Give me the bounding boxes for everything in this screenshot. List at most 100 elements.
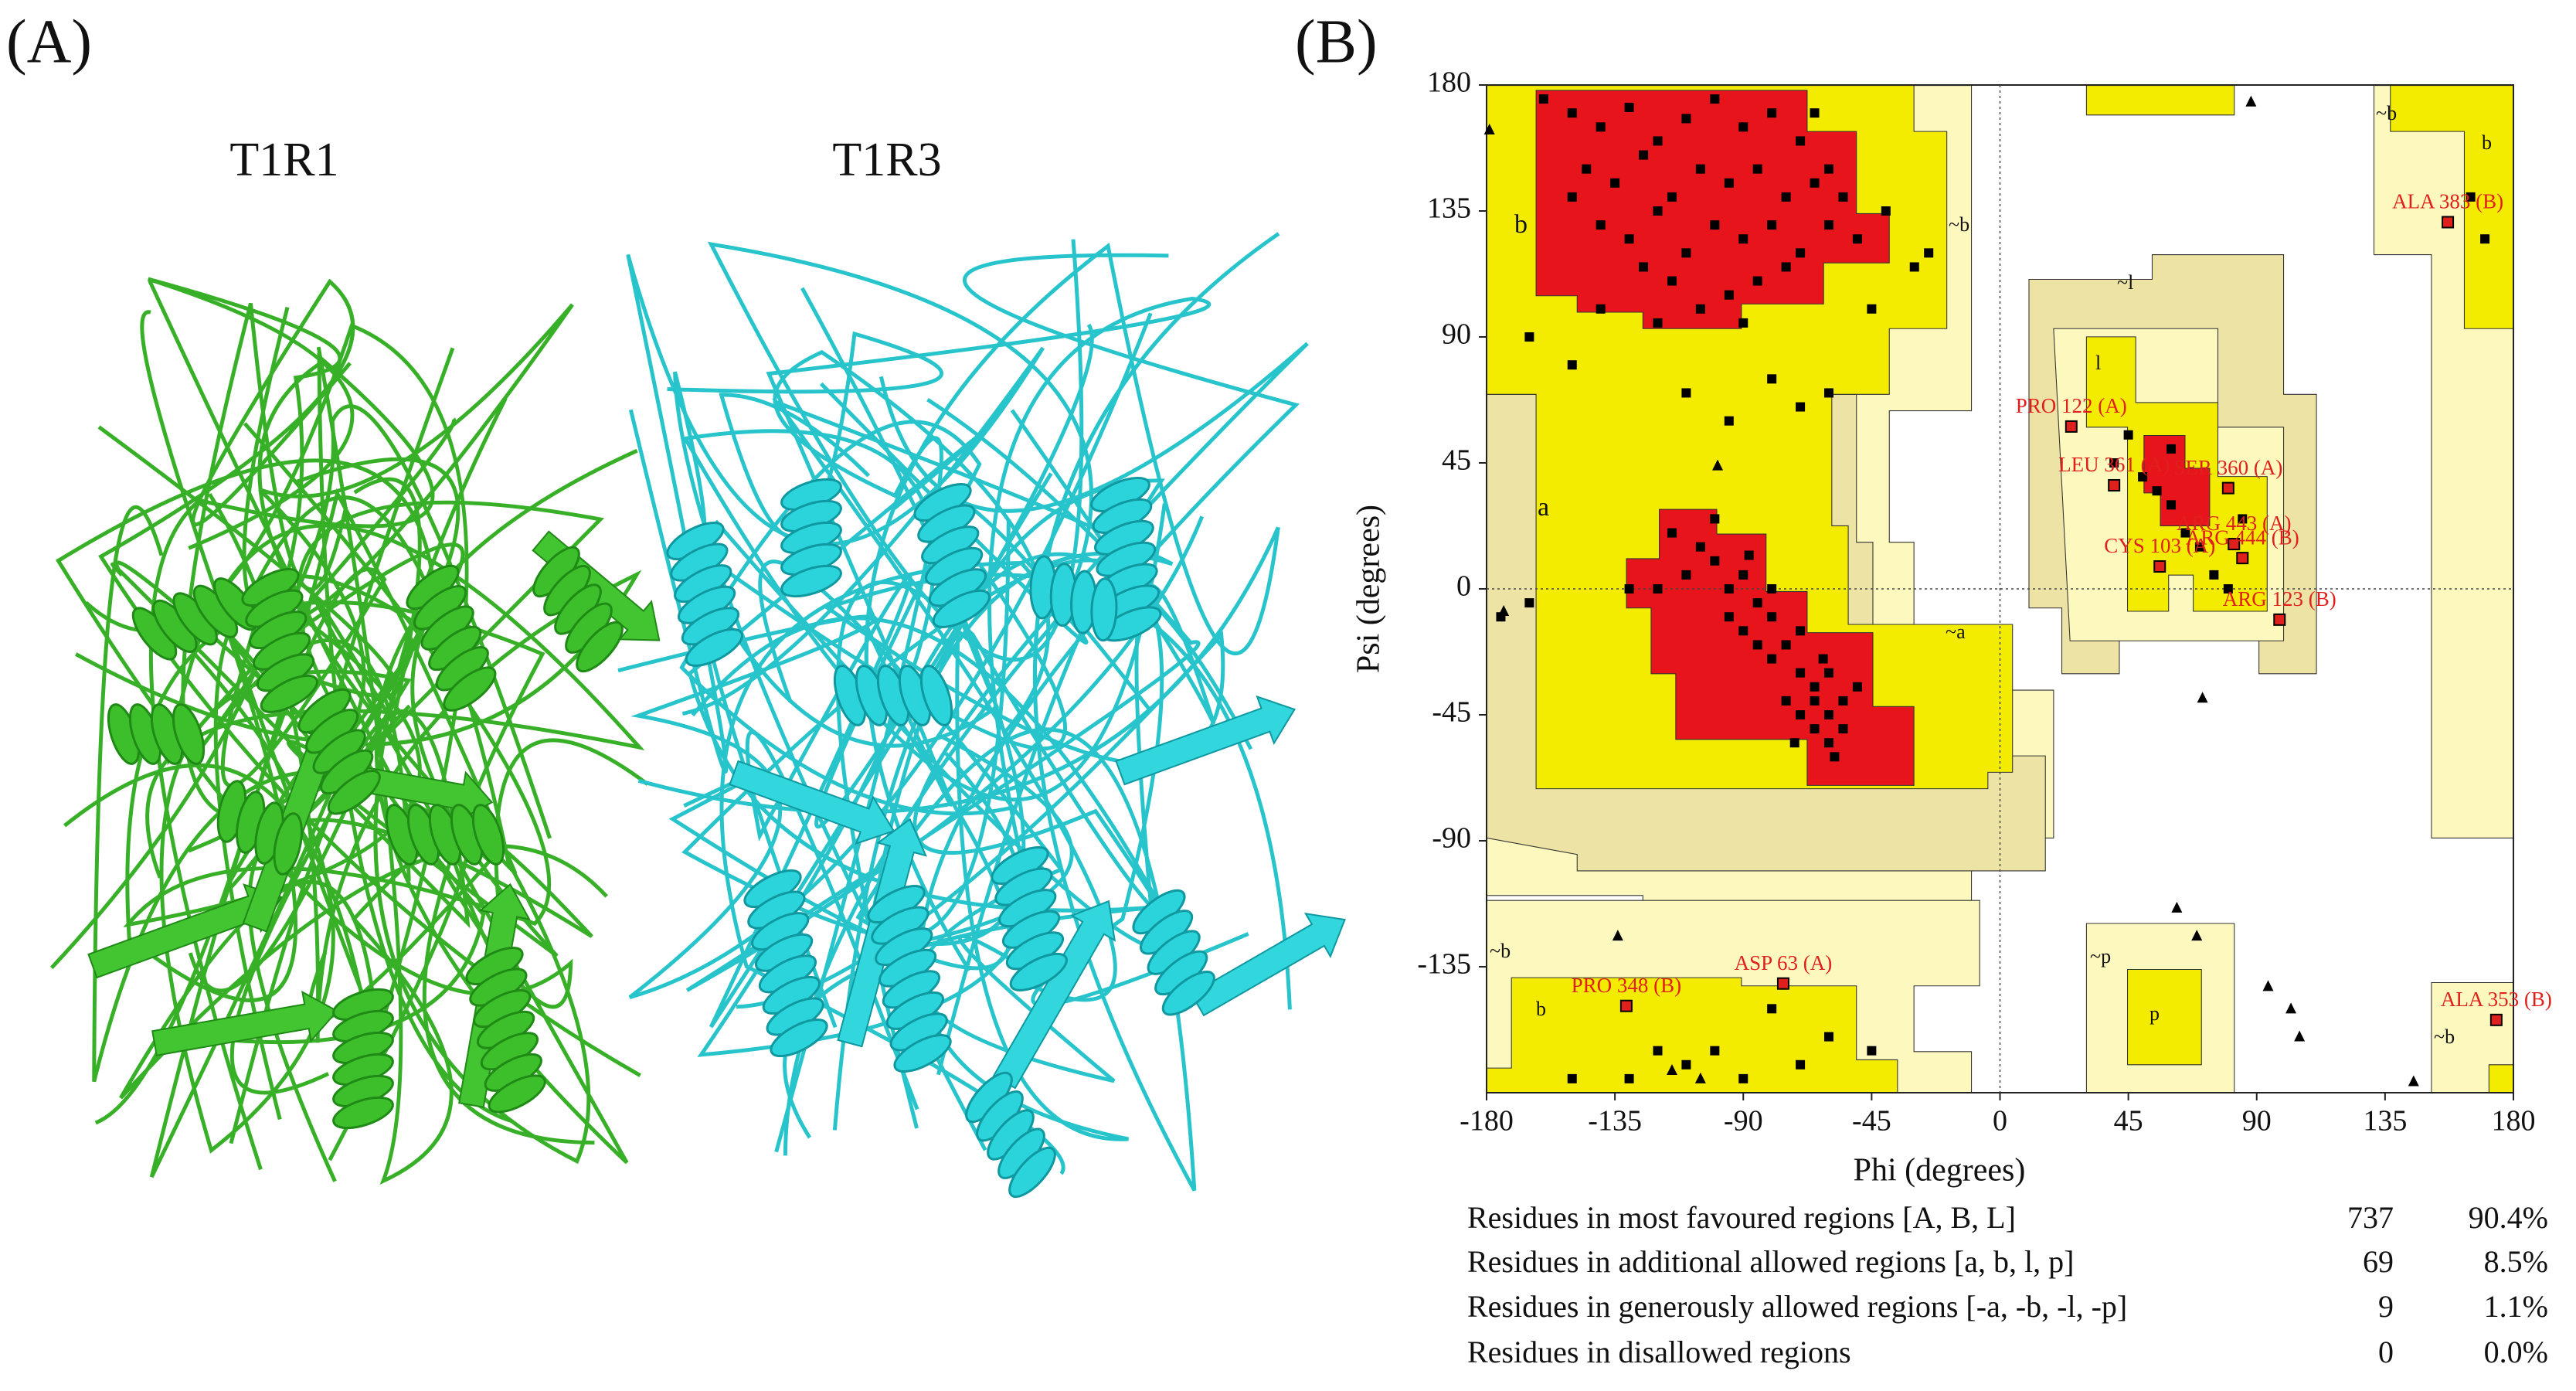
helix <box>532 546 624 673</box>
residue-point <box>1924 248 1934 258</box>
outlier-label: PRO 122 (A) <box>2016 394 2127 417</box>
outlier-point <box>2442 216 2455 229</box>
glycine-point <box>2197 692 2208 703</box>
helix <box>241 568 318 713</box>
helix-turn <box>260 674 318 713</box>
residue-point <box>1810 724 1820 734</box>
y-tick-label: -90 <box>1432 822 1471 855</box>
outlier-point <box>1776 977 1789 990</box>
residue-point <box>1738 1073 1748 1083</box>
residue-point <box>1810 696 1820 706</box>
residue-point <box>1681 1059 1691 1070</box>
x-tick-label: 90 <box>2242 1105 2272 1138</box>
loop <box>688 430 1164 913</box>
region <box>2085 85 2235 116</box>
outlier-label: ASP 63 (A) <box>1735 951 1833 974</box>
residue-point <box>2480 234 2490 244</box>
residue-point <box>1596 122 1606 132</box>
glycine-point <box>1612 930 1623 941</box>
residue-point <box>1639 262 1649 272</box>
residue-point <box>1852 234 1862 244</box>
helix-turn <box>932 589 991 628</box>
region-label: b <box>2482 131 2492 154</box>
residue-point <box>1789 738 1799 748</box>
residue-point <box>1881 206 1891 216</box>
helix <box>991 846 1068 991</box>
residue-point <box>2166 500 2176 510</box>
glycine-point <box>2171 901 2183 913</box>
helix <box>867 885 952 1073</box>
strand-arrow <box>1190 912 1346 1017</box>
y-tick-label: 90 <box>1442 318 1471 351</box>
outlier-label: ARG 444 (B) <box>2186 525 2299 549</box>
residue-point <box>1796 668 1806 678</box>
residue-point <box>1767 1004 1777 1014</box>
helix <box>131 577 259 661</box>
region-label: l <box>2095 352 2101 374</box>
region <box>1535 90 1890 329</box>
helix-turn <box>1161 971 1215 1016</box>
region-label: b <box>1514 210 1528 239</box>
outlier-point <box>2153 560 2166 573</box>
residue-point <box>1909 262 1919 272</box>
residue-point <box>1653 206 1663 216</box>
x-tick-label: -135 <box>1588 1105 1642 1138</box>
residue-point <box>1710 514 1720 524</box>
residue-point <box>1796 626 1806 636</box>
helix <box>385 804 505 866</box>
helix <box>465 947 546 1114</box>
outlier-label: ALA 353 (B) <box>2441 988 2552 1011</box>
residue-point <box>1681 388 1691 398</box>
helix-turn <box>770 1019 828 1058</box>
residue-point <box>1567 192 1577 202</box>
row-label: Residues in disallowed regions <box>1467 1335 1851 1369</box>
row-percent: 1.1% <box>2484 1289 2548 1324</box>
helix <box>216 780 303 876</box>
residue-point <box>1830 752 1840 762</box>
residue-point <box>1744 550 1754 560</box>
x-tick-label: 45 <box>2114 1105 2143 1138</box>
y-tick-label: -45 <box>1432 696 1471 729</box>
region-label: ~b <box>1949 213 1969 236</box>
region-label: ~p <box>2090 945 2111 968</box>
region-label: ~l <box>2117 271 2133 294</box>
residue-point <box>2238 514 2248 524</box>
y-tick-label: 180 <box>1427 66 1471 99</box>
residue-point <box>1524 598 1534 608</box>
glycine-point <box>1483 123 1495 134</box>
x-tick-label: 180 <box>2492 1105 2536 1138</box>
x-tick-label: -90 <box>1724 1105 1763 1138</box>
residue-point <box>1824 388 1833 398</box>
region-label: ~b <box>2434 1025 2455 1048</box>
outlier-label: CYS 103 (A) <box>2104 534 2215 557</box>
residue-point <box>1624 102 1634 112</box>
residue-point <box>1610 178 1620 188</box>
glycine-point <box>2262 980 2274 991</box>
helix <box>743 869 828 1058</box>
helix <box>107 703 206 765</box>
helix <box>406 564 497 712</box>
strand-arrow <box>151 990 338 1056</box>
residue-point <box>1738 570 1748 580</box>
residue-point <box>1738 318 1748 328</box>
residue-point <box>1667 528 1677 538</box>
strand-arrow <box>1115 695 1296 786</box>
molecule-label: T1R1 <box>229 134 338 186</box>
helix-turn <box>471 804 505 866</box>
glycine-point <box>1666 1064 1677 1076</box>
residue-point <box>1667 276 1677 286</box>
helix-turn <box>1009 952 1068 991</box>
row-percent: 0.0% <box>2484 1335 2548 1369</box>
loop <box>685 397 1205 992</box>
residue-point <box>1838 724 1848 734</box>
y-tick-label: 135 <box>1427 192 1471 225</box>
region <box>1626 508 1915 786</box>
residue-point <box>2223 584 2233 593</box>
residue-point <box>1724 178 1734 188</box>
loop <box>97 425 465 993</box>
loop <box>637 242 1280 972</box>
residue-point <box>1852 682 1862 692</box>
residue-point <box>1796 248 1806 258</box>
row-label: Residues in generously allowed regions [… <box>1467 1289 2127 1324</box>
